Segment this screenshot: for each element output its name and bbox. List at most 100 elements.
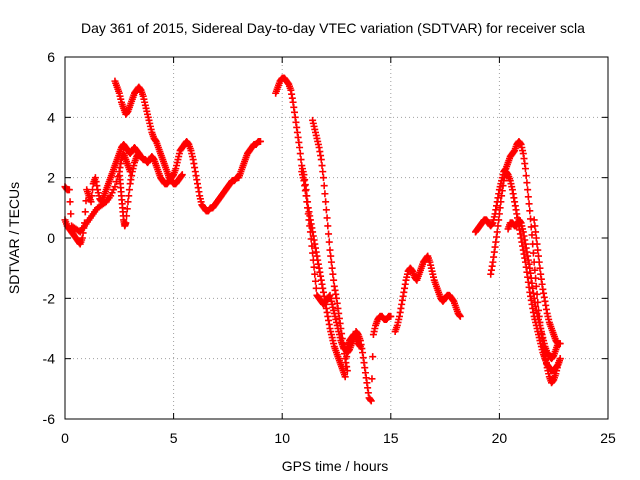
data-point <box>536 264 544 272</box>
data-point <box>525 200 533 208</box>
data-point <box>308 242 316 250</box>
data-point <box>532 282 540 290</box>
data-point <box>521 165 529 173</box>
data-point <box>296 150 304 158</box>
data-point <box>369 353 377 361</box>
data-point <box>296 144 304 151</box>
data-point <box>323 214 331 222</box>
data-point <box>329 270 337 278</box>
data-point <box>327 258 335 266</box>
data-point <box>321 190 329 198</box>
data-point <box>123 205 131 213</box>
data-point <box>88 192 96 200</box>
data-point <box>527 223 535 231</box>
data-point <box>533 290 541 298</box>
data-point <box>325 230 333 238</box>
data-point <box>493 228 501 236</box>
data-point <box>343 367 351 375</box>
x-tick-label: 20 <box>492 430 508 446</box>
data-point <box>302 192 310 200</box>
data-point <box>65 186 73 194</box>
data-point <box>556 355 564 363</box>
data-point <box>309 249 317 257</box>
data-mark-layer <box>61 74 564 405</box>
data-point <box>522 172 530 180</box>
data-point <box>496 204 504 212</box>
data-point <box>534 252 542 260</box>
data-point <box>178 171 186 179</box>
data-point <box>532 228 540 236</box>
data-point <box>554 340 562 348</box>
data-point <box>534 246 542 254</box>
data-point <box>495 210 503 218</box>
data-point <box>305 216 313 224</box>
data-point <box>306 222 314 230</box>
data-point <box>87 198 95 206</box>
y-tick-label: -4 <box>43 351 56 367</box>
data-point <box>322 198 330 206</box>
data-point <box>324 222 332 230</box>
y-axis-label: SDTVAR / TECUs <box>6 182 22 294</box>
data-point <box>322 206 330 214</box>
data-point <box>497 198 505 206</box>
y-tick-label: 0 <box>47 230 55 246</box>
y-tick-label: 2 <box>47 170 55 186</box>
data-point <box>524 193 532 201</box>
x-tick-label: 0 <box>61 430 69 446</box>
data-point <box>341 373 349 381</box>
data-point <box>523 179 531 187</box>
data-point <box>135 150 143 158</box>
data-point <box>387 312 395 320</box>
data-point <box>123 212 131 220</box>
data-point <box>319 174 327 182</box>
y-tick-label: 6 <box>47 49 55 65</box>
data-point <box>530 216 538 224</box>
data-point <box>256 137 264 145</box>
data-point <box>328 264 336 272</box>
data-point <box>327 252 335 260</box>
data-point <box>319 168 327 176</box>
data-point <box>330 276 338 284</box>
data-point <box>367 397 375 405</box>
data-point <box>529 249 537 257</box>
data-point <box>312 284 320 292</box>
data-point <box>125 192 133 200</box>
data-point <box>310 263 318 271</box>
data-point <box>304 204 312 212</box>
data-point <box>531 266 539 274</box>
x-tick-label: 25 <box>600 430 616 446</box>
data-point <box>66 198 74 206</box>
data-point <box>122 219 130 227</box>
x-axis-label: GPS time / hours <box>282 458 389 474</box>
data-point <box>311 270 319 278</box>
data-point <box>535 258 543 266</box>
data-point <box>125 186 133 194</box>
data-point <box>318 162 326 170</box>
data-point <box>312 277 320 285</box>
data-point <box>67 210 75 218</box>
data-point <box>306 228 314 236</box>
data-point <box>531 222 539 230</box>
data-point <box>532 234 540 242</box>
y-tick-label: -2 <box>43 290 56 306</box>
data-point <box>317 156 325 164</box>
x-tick-label: 5 <box>170 430 178 446</box>
data-point <box>303 198 311 206</box>
data-point <box>494 222 502 230</box>
chart-title: Day 361 of 2015, Sidereal Day-to-day VTE… <box>81 20 585 36</box>
data-point <box>325 238 333 246</box>
data-point <box>304 210 312 218</box>
data-point <box>297 156 305 164</box>
data-point <box>528 231 536 239</box>
y-tick-label: 4 <box>47 109 55 125</box>
data-point <box>320 182 328 190</box>
data-point <box>309 256 317 264</box>
x-tick-label: 15 <box>383 430 399 446</box>
data-point <box>456 312 464 320</box>
grid-layer <box>65 57 608 419</box>
data-point <box>81 208 89 216</box>
tick-label-layer: 0 5 10 15 20 25 -6 -4 -2 0 2 4 6 <box>43 49 616 446</box>
data-point <box>112 178 120 186</box>
